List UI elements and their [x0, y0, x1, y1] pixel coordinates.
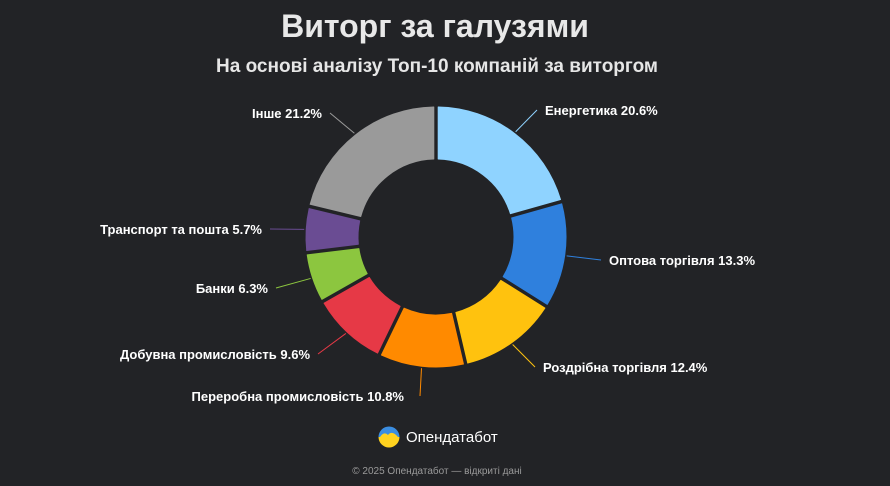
slice-3	[380, 307, 464, 368]
opendatabot-logo-icon	[378, 426, 400, 448]
slice-7	[309, 106, 435, 218]
slice-0-label: Енергетика 20.6%	[545, 103, 658, 118]
slice-5	[306, 248, 368, 300]
slice-0-leader-line	[515, 109, 538, 133]
slice-3-leader-line	[419, 368, 422, 397]
footer-copyright: © 2025 Опендатабот — відкриті дані	[352, 466, 522, 477]
slice-7-label: Інше 21.2%	[252, 106, 322, 121]
slice-1-label: Оптова торгівля 13.3%	[609, 253, 755, 268]
slice-1-leader-line	[566, 255, 602, 261]
slice-2-leader-line	[512, 344, 536, 368]
slice-0	[437, 106, 561, 215]
slice-2-label: Роздрібна торгівля 12.4%	[543, 360, 708, 375]
slice-4-label: Добувна промисловість 9.6%	[120, 347, 310, 362]
slice-6-label: Транспорт та пошта 5.7%	[100, 222, 262, 237]
slice-5-leader-line	[275, 277, 311, 289]
slice-2	[455, 279, 546, 364]
chart-title: Виторг за галузями	[281, 8, 589, 44]
slice-1	[502, 203, 567, 305]
slice-3-label: Переробна промисловість 10.8%	[192, 389, 405, 404]
slice-7-leader-line	[329, 112, 355, 134]
chart-subtitle: На основі аналізу Топ-10 компаній за вит…	[216, 56, 658, 77]
slice-4-leader-line	[317, 333, 347, 355]
slice-5-label: Банки 6.3%	[196, 281, 269, 296]
slice-4	[323, 276, 401, 354]
slice-6	[305, 208, 361, 252]
brand-name: Опендатабот	[406, 428, 498, 446]
brand: Опендатабот	[378, 426, 498, 448]
